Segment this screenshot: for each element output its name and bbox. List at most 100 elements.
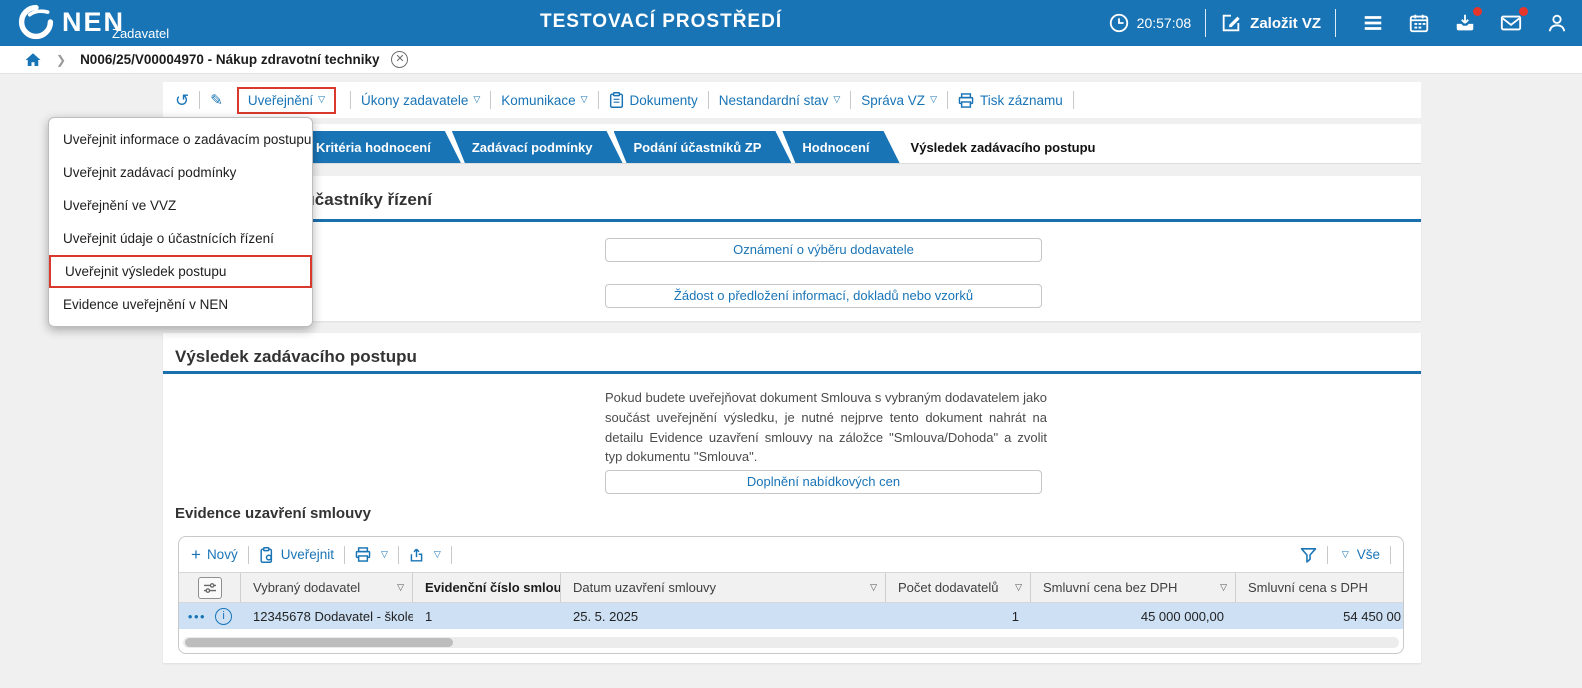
horizontal-scrollbar[interactable] bbox=[183, 637, 1399, 648]
column-filter-arrow-icon[interactable]: ▽ bbox=[397, 582, 404, 592]
session-clock: 20:57:08 bbox=[1108, 12, 1192, 34]
column-settings-icon[interactable] bbox=[197, 576, 222, 599]
oznameni-o-vyberu-button[interactable]: Oznámení o výběru dodavatele bbox=[605, 238, 1042, 262]
vz-admin-menu-button[interactable]: Správa VZ bbox=[861, 93, 937, 108]
messages-notification-badge bbox=[1519, 7, 1528, 16]
contracts-table-panel: + Nový Uveřejnit bbox=[178, 536, 1404, 654]
print-record-label: Tisk záznamu bbox=[979, 92, 1063, 108]
filter-preset-selector[interactable]: ▽ Vše bbox=[1338, 547, 1380, 562]
toolbar-divider bbox=[1072, 91, 1074, 109]
communication-label: Komunikace bbox=[501, 92, 576, 108]
row-info-icon[interactable]: i bbox=[215, 607, 233, 625]
menu-item-uverejnit-informace[interactable]: Uveřejnit informace o zadávacím postupu bbox=[63, 132, 312, 147]
tab-zadavaci-podminky[interactable]: Zadávací podmínky bbox=[452, 131, 623, 163]
logo-subtitle: Zadavatel bbox=[112, 26, 170, 41]
nonstandard-state-label: Nestandardní stav bbox=[718, 92, 829, 108]
column-filter-arrow-icon[interactable]: ▽ bbox=[1015, 582, 1022, 592]
menu-item-uverejnit-udaje-o-ucastnicich[interactable]: Uveřejnit údaje o účastnících řízení bbox=[63, 231, 274, 246]
toolbar-divider bbox=[946, 91, 948, 109]
nen-logo[interactable]: NEN bbox=[18, 4, 125, 40]
scrollbar-thumb[interactable] bbox=[185, 638, 453, 647]
column-label: Evidenční číslo smlouvy bbox=[425, 580, 561, 595]
nonstandard-state-menu-button[interactable]: Nestandardní stav bbox=[719, 93, 840, 108]
tab-hodnoceni[interactable]: Hodnocení bbox=[782, 131, 899, 163]
header-cena-s-dph[interactable]: Smluvní cena s DPH bbox=[1236, 573, 1403, 602]
publish-contract-button[interactable]: Uveřejnit bbox=[259, 546, 334, 563]
breadcrumb-chevron-icon: ❯ bbox=[56, 52, 67, 67]
edit-square-icon bbox=[1222, 14, 1240, 32]
messages-button[interactable] bbox=[1500, 7, 1528, 34]
column-settings-header bbox=[179, 573, 241, 602]
menu-item-uverejneni-ve-vvz[interactable]: Uveřejnění ve VVZ bbox=[63, 198, 177, 213]
home-icon[interactable] bbox=[24, 51, 42, 69]
session-time: 20:57:08 bbox=[1136, 15, 1192, 31]
create-vz-button[interactable]: Založit VZ bbox=[1220, 12, 1321, 34]
user-profile-button[interactable] bbox=[1546, 12, 1568, 34]
result-note-text: Pokud budete uveřejňovat dokument Smlouv… bbox=[605, 390, 1047, 465]
breadcrumb-record-title: N006/25/V00004970 - Nákup zdravotní tech… bbox=[80, 52, 380, 67]
tab-label: Výsledek zadávacího postupu bbox=[910, 139, 1096, 155]
record-actions-toolbar: ↺ ✎ Uveřejnění Úkony zadavatele Komunika… bbox=[163, 82, 1421, 118]
table-row[interactable]: ••• i 12345678 Dodavatel - školení 2 1 2… bbox=[179, 603, 1403, 629]
downloads-notification-badge bbox=[1473, 7, 1482, 16]
publish-menu-button[interactable]: Uveřejnění bbox=[248, 93, 325, 108]
main-menu-button[interactable] bbox=[1362, 12, 1384, 34]
cell-cena-bez-dph: 45 000 000,00 bbox=[1140, 608, 1224, 624]
hamburger-icon bbox=[1364, 16, 1382, 30]
column-filter-arrow-icon[interactable]: ▽ bbox=[1220, 582, 1227, 592]
cell-cena-s-dph: 54 450 00 bbox=[1343, 608, 1401, 624]
filter-funnel-icon[interactable] bbox=[1300, 547, 1317, 563]
toolbar-divider bbox=[247, 545, 249, 564]
print-record-button[interactable]: Tisk záznamu bbox=[958, 93, 1063, 108]
menu-item-uverejnit-vysledek-postupu[interactable]: Uveřejnit výsledek postupu bbox=[49, 255, 312, 288]
section-rule bbox=[163, 371, 1421, 374]
tab-kriteria-hodnoceni[interactable]: Kritéria hodnocení bbox=[296, 131, 461, 163]
cell-datum-uzavreni: 25. 5. 2025 bbox=[573, 608, 639, 624]
header-divider bbox=[1335, 9, 1336, 37]
new-contract-button[interactable]: + Nový bbox=[191, 546, 238, 563]
header-cena-bez-dph[interactable]: Smluvní cena bez DPH ▽ bbox=[1031, 573, 1236, 602]
tab-label: Kritéria hodnocení bbox=[316, 139, 431, 155]
header-datum-uzavreni[interactable]: Datum uzavření smlouvy ▽ bbox=[561, 573, 886, 602]
tab-label: Podání účastníků ZP bbox=[633, 139, 762, 155]
toolbar-divider bbox=[397, 545, 399, 564]
documents-button[interactable]: Dokumenty bbox=[609, 92, 698, 108]
publish-contract-label: Uveřejnit bbox=[280, 547, 334, 562]
row-actions-icon[interactable]: ••• bbox=[187, 608, 207, 624]
tab-vysledek-zadavaciho-postupu[interactable]: Výsledek zadávacího postupu bbox=[891, 131, 1126, 163]
header-pocet-dodavatelu[interactable]: Počet dodavatelů ▽ bbox=[886, 573, 1031, 602]
plus-icon: + bbox=[191, 545, 201, 564]
export-options-arrow-icon[interactable]: ▽ bbox=[433, 549, 441, 559]
downloads-button[interactable] bbox=[1454, 7, 1482, 34]
contracts-section-title: Evidence uzavření smlouvy bbox=[175, 505, 371, 522]
menu-item-evidence-uverejneni-v-nen[interactable]: Evidence uveřejnění v NEN bbox=[63, 297, 229, 312]
toolbar-divider bbox=[707, 91, 709, 109]
clock-icon bbox=[1109, 13, 1128, 33]
printer-icon bbox=[958, 92, 974, 108]
export-icon bbox=[410, 548, 423, 562]
edit-pencil-icon[interactable]: ✎ bbox=[210, 91, 223, 109]
menu-item-uverejnit-zadavaci-podminky[interactable]: Uveřejnit zadávací podmínky bbox=[63, 165, 237, 180]
calendar-button[interactable] bbox=[1408, 12, 1430, 34]
communication-menu-button[interactable]: Komunikace bbox=[501, 93, 587, 108]
breadcrumb: ❯ N006/25/V00004970 - Nákup zdravotní te… bbox=[0, 46, 1582, 74]
tab-label: Zadávací podmínky bbox=[471, 139, 593, 155]
print-table-button[interactable] bbox=[355, 547, 377, 562]
print-options-arrow-icon[interactable]: ▽ bbox=[380, 549, 388, 559]
doplneni-nabidkovych-cen-button[interactable]: Doplnění nabídkových cen bbox=[605, 470, 1042, 494]
zadost-o-predlozeni-button[interactable]: Žádost o předložení informací, dokladů n… bbox=[605, 284, 1042, 308]
contracts-table-header: Vybraný dodavatel ▽ Evidenční číslo smlo… bbox=[179, 572, 1403, 603]
header-vybrany-dodavatel[interactable]: Vybraný dodavatel ▽ bbox=[241, 573, 413, 602]
contracting-acts-menu-button[interactable]: Úkony zadavatele bbox=[361, 93, 480, 108]
header-evidencni-cislo[interactable]: Evidenční číslo smlouvy ↑ ▽ bbox=[413, 573, 561, 602]
contracts-table-toolbar: + Nový Uveřejnit bbox=[179, 537, 1403, 572]
close-record-icon[interactable]: ✕ bbox=[391, 51, 409, 68]
cell-pocet-dodavatelu: 1 bbox=[1011, 608, 1019, 624]
logo-text: NEN bbox=[62, 7, 126, 37]
tab-podani-ucastniku[interactable]: Podání účastníků ZP bbox=[614, 131, 792, 163]
history-icon[interactable]: ↺ bbox=[175, 90, 190, 110]
export-button[interactable] bbox=[409, 547, 430, 563]
cell-vybrany-dodavatel: 12345678 Dodavatel - školení 2 bbox=[253, 608, 413, 624]
column-filter-arrow-icon[interactable]: ▽ bbox=[870, 582, 877, 592]
toolbar-divider bbox=[450, 545, 452, 564]
